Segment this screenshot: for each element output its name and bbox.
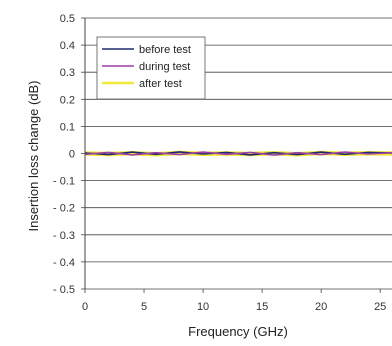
y-tick-label: 0: [69, 149, 75, 161]
x-axis-label: Frequency (GHz): [188, 324, 288, 339]
y-axis-label: Insertion loss change (dB): [26, 80, 41, 231]
x-tick-label: 20: [315, 301, 327, 313]
y-tick-label: 0.1: [60, 121, 75, 133]
y-tick-label: 0.3: [60, 67, 75, 79]
x-tick-label: 10: [197, 301, 209, 313]
legend-label: before test: [139, 44, 191, 56]
y-tick-label: 0.5: [60, 13, 75, 25]
legend-label: after test: [139, 78, 182, 90]
y-tick-label: - 0.4: [53, 257, 75, 269]
y-tick-label: - 0.1: [53, 176, 75, 188]
series-lines: [84, 150, 392, 157]
x-tick-label: 5: [141, 301, 147, 313]
y-tick-label: - 0.3: [53, 230, 75, 242]
axes: [81, 17, 381, 293]
y-tick-label: - 0.2: [53, 203, 75, 215]
x-tick-label: 25: [374, 301, 386, 313]
tick-labels: 0.5 0.4 0.3 0.2 0.1 0 - 0.1 - 0.2 - 0.3 - 0.4 - 0.…: [53, 13, 386, 313]
legend: before test during test after test: [96, 36, 206, 100]
legend-box: [96, 36, 206, 100]
y-tick-label: 0.4: [60, 40, 75, 52]
legend-label: during test: [139, 61, 190, 73]
y-tick-label: - 0.5: [53, 284, 75, 296]
series-line-1: [84, 151, 392, 156]
x-tick-label: 15: [256, 301, 268, 313]
y-tick-label: 0.2: [60, 94, 75, 106]
x-tick-label: 0: [82, 301, 88, 313]
